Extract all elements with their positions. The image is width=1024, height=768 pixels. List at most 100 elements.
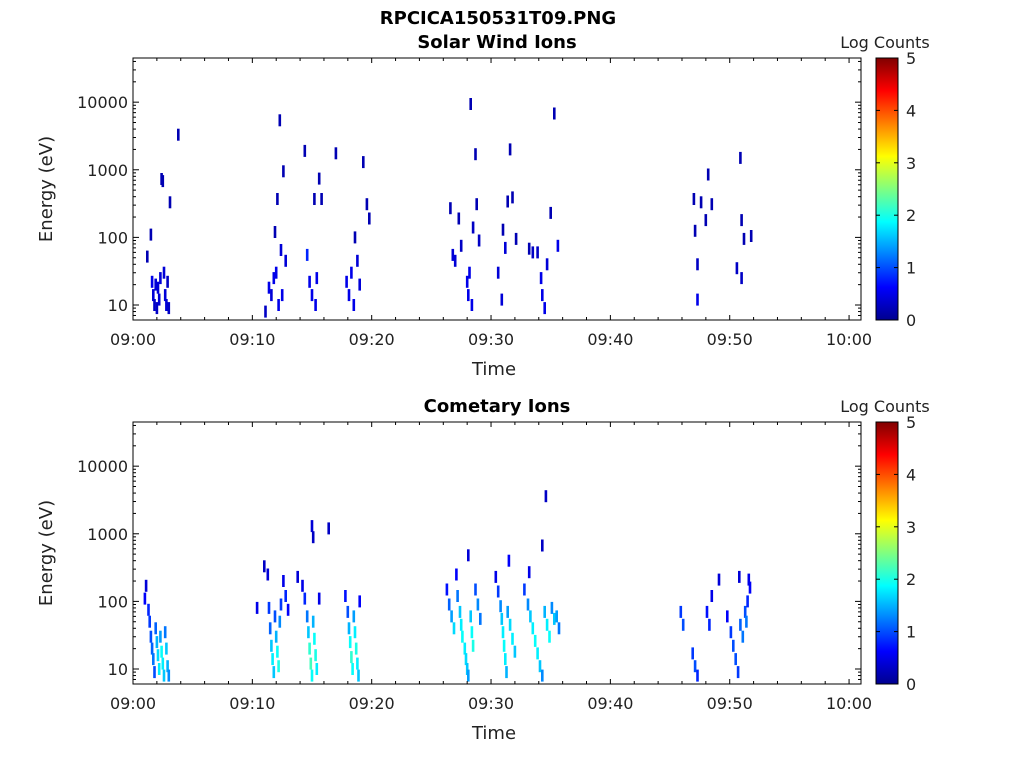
heatmap-cell xyxy=(452,622,456,635)
heatmap-cell xyxy=(696,669,699,682)
heatmap-cell xyxy=(177,128,180,141)
heatmap-cell xyxy=(504,241,507,254)
heatmap-cell xyxy=(450,610,453,623)
heatmap-cell xyxy=(461,630,464,643)
heatmap-cell xyxy=(544,490,548,503)
heatmap-cells xyxy=(146,98,753,318)
heatmap-cell xyxy=(710,590,714,602)
heatmap-cell xyxy=(368,212,371,225)
colorbar-tick-label: 4 xyxy=(906,465,916,484)
heatmap-cell xyxy=(531,246,535,259)
heatmap-cell xyxy=(548,630,551,643)
heatmap-cell xyxy=(479,612,482,625)
heatmap-cell xyxy=(278,114,282,127)
heatmap-cell xyxy=(154,278,157,291)
x-tick-label: 09:30 xyxy=(468,330,514,349)
heatmap-cell xyxy=(167,669,171,682)
heatmap-cell xyxy=(691,647,694,660)
heatmap-cell xyxy=(311,531,315,544)
heatmap-cell xyxy=(358,595,361,608)
heatmap-cell xyxy=(167,302,171,315)
x-tick-label: 09:50 xyxy=(707,330,753,349)
heatmap-cell xyxy=(557,622,561,635)
heatmap-cell xyxy=(263,560,266,573)
x-axis-label: Time xyxy=(471,723,516,744)
heatmap-cell xyxy=(356,254,359,267)
heatmap-cell xyxy=(156,649,160,662)
heatmap-cell xyxy=(308,275,311,288)
heatmap-cell xyxy=(165,642,168,655)
heatmap-cell xyxy=(453,254,457,267)
heatmap-cell xyxy=(681,618,685,631)
heatmap-cell xyxy=(255,601,259,614)
heatmap-cell xyxy=(168,196,172,209)
heatmap-cell xyxy=(348,636,352,649)
colorbar-tick-label: 0 xyxy=(906,675,916,694)
heatmap-cell xyxy=(352,610,356,623)
colorbar-tick-label: 2 xyxy=(906,206,916,225)
colorbar-tick-label: 1 xyxy=(906,623,916,642)
heatmap-cell xyxy=(163,626,167,639)
heatmap-cell xyxy=(732,639,735,652)
heatmap-cell xyxy=(303,592,307,605)
heatmap-cell xyxy=(739,151,742,164)
heatmap-cell xyxy=(166,275,169,288)
heatmap-cell xyxy=(314,299,317,311)
heatmap-cell xyxy=(159,630,162,643)
heatmap-cell xyxy=(746,595,749,608)
heatmap-cell xyxy=(539,272,543,285)
heatmap-cell xyxy=(710,198,714,211)
heatmap-cell xyxy=(357,669,360,682)
heatmap-cell xyxy=(264,305,267,318)
heatmap-cell xyxy=(166,660,169,673)
heatmap-cell xyxy=(308,642,311,655)
heatmap-cell xyxy=(310,289,314,302)
heatmap-cell xyxy=(313,632,316,645)
heatmap-cell xyxy=(274,266,278,279)
y-tick-label: 1000 xyxy=(87,161,128,180)
heatmap-cell xyxy=(276,645,279,658)
heatmap-cell xyxy=(153,299,156,311)
x-tick-label: 10:00 xyxy=(826,330,872,349)
heatmap-cell xyxy=(155,302,159,315)
heatmap-cell xyxy=(362,156,365,169)
heatmap-cell xyxy=(735,262,739,275)
y-tick-label: 10 xyxy=(108,296,128,315)
heatmap-cell xyxy=(511,632,514,645)
heatmap-cell xyxy=(553,612,556,625)
heatmap-cell xyxy=(549,206,552,219)
heatmap-cell xyxy=(162,669,166,682)
heatmap-cell xyxy=(513,645,517,658)
heatmap-cell xyxy=(545,258,549,271)
heatmap-cell xyxy=(704,214,708,227)
heatmap-cell xyxy=(279,244,283,256)
heatmap-cell xyxy=(150,642,154,655)
x-axis-label: Time xyxy=(471,359,516,380)
heatmap-cell xyxy=(455,568,458,581)
heatmap-cell xyxy=(465,663,469,675)
heatmap-cell xyxy=(267,601,271,614)
heatmap-cell xyxy=(476,598,480,611)
heatmap-cell xyxy=(148,615,151,628)
heatmap-cell xyxy=(152,289,155,302)
heatmap-cell xyxy=(356,657,359,670)
heatmap-cell xyxy=(474,148,477,161)
heatmap-cell xyxy=(556,239,560,252)
colorbar-tick-label: 0 xyxy=(906,311,916,330)
solar-wind-panel: Solar Wind Ions 09:00 09:10 09:20 09:30 09:40… xyxy=(36,32,930,380)
colorbar xyxy=(875,421,899,685)
heatmap-cell xyxy=(470,299,474,311)
heatmap-cell xyxy=(457,212,461,225)
heatmap-cell xyxy=(458,605,462,618)
x-tick-label: 09:20 xyxy=(349,694,395,713)
figure-title: RPCICA150531T09.PNG xyxy=(380,8,616,29)
heatmap-cell xyxy=(541,289,544,302)
colorbar-tick-label: 5 xyxy=(906,413,916,432)
x-tick-label: 09:10 xyxy=(229,694,275,713)
heatmap-cell xyxy=(471,221,475,234)
heatmap-cell xyxy=(529,610,532,623)
heatmap-cell xyxy=(471,639,475,652)
heatmap-cell xyxy=(742,232,746,245)
heatmap-cell xyxy=(501,626,505,639)
heatmap-cell xyxy=(527,242,531,255)
